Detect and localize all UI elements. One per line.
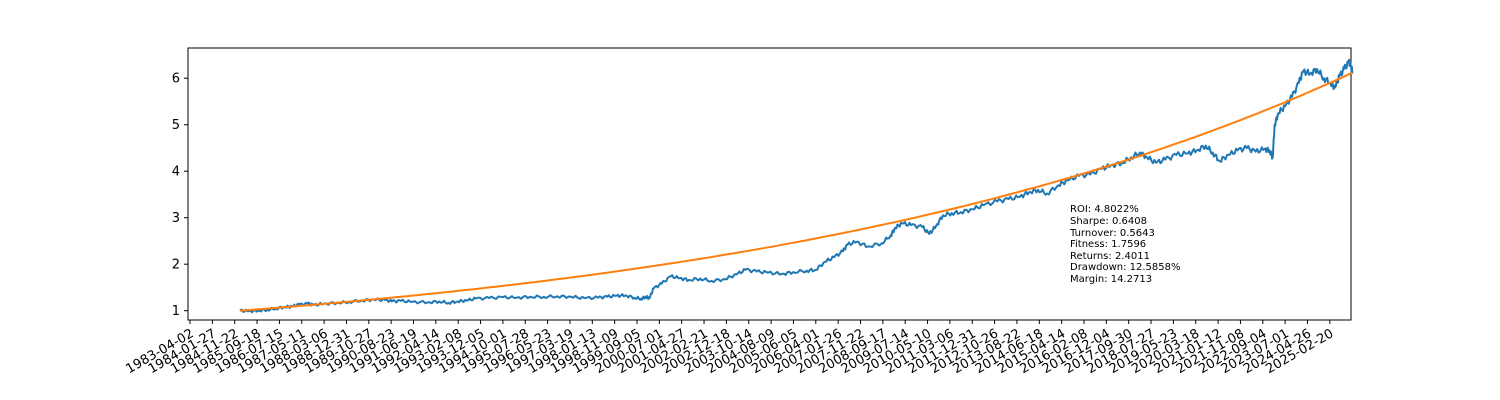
- stat-drawdown: Drawdown: 12.5858%: [1070, 262, 1181, 273]
- y-tick-label: 4: [172, 165, 180, 180]
- y-tick-label: 1: [172, 304, 180, 319]
- y-tick-label: 2: [172, 258, 180, 273]
- stat-fitness: Fitness: 1.7596: [1070, 239, 1146, 250]
- stat-returns: Returns: 2.4011: [1070, 251, 1150, 262]
- series-line-trend: [239, 71, 1353, 312]
- y-tick-label: 3: [172, 211, 180, 226]
- y-tick-label: 5: [172, 118, 180, 133]
- series-layer: [239, 58, 1354, 314]
- stats-box: ROI: 4.8022% Sharpe: 0.6408 Turnover: 0.…: [1069, 204, 1181, 285]
- stat-turnover: Turnover: 0.5643: [1069, 228, 1155, 239]
- y-tick-label: 6: [172, 72, 180, 87]
- plot-area: [187, 47, 1352, 321]
- stat-sharpe: Sharpe: 0.6408: [1070, 216, 1147, 227]
- y-axis: 1 2 3 4 5 6: [172, 72, 188, 319]
- series-line-returns: [239, 58, 1354, 314]
- stat-roi: ROI: 4.8022%: [1070, 204, 1139, 215]
- stat-margin: Margin: 14.2713: [1070, 274, 1152, 285]
